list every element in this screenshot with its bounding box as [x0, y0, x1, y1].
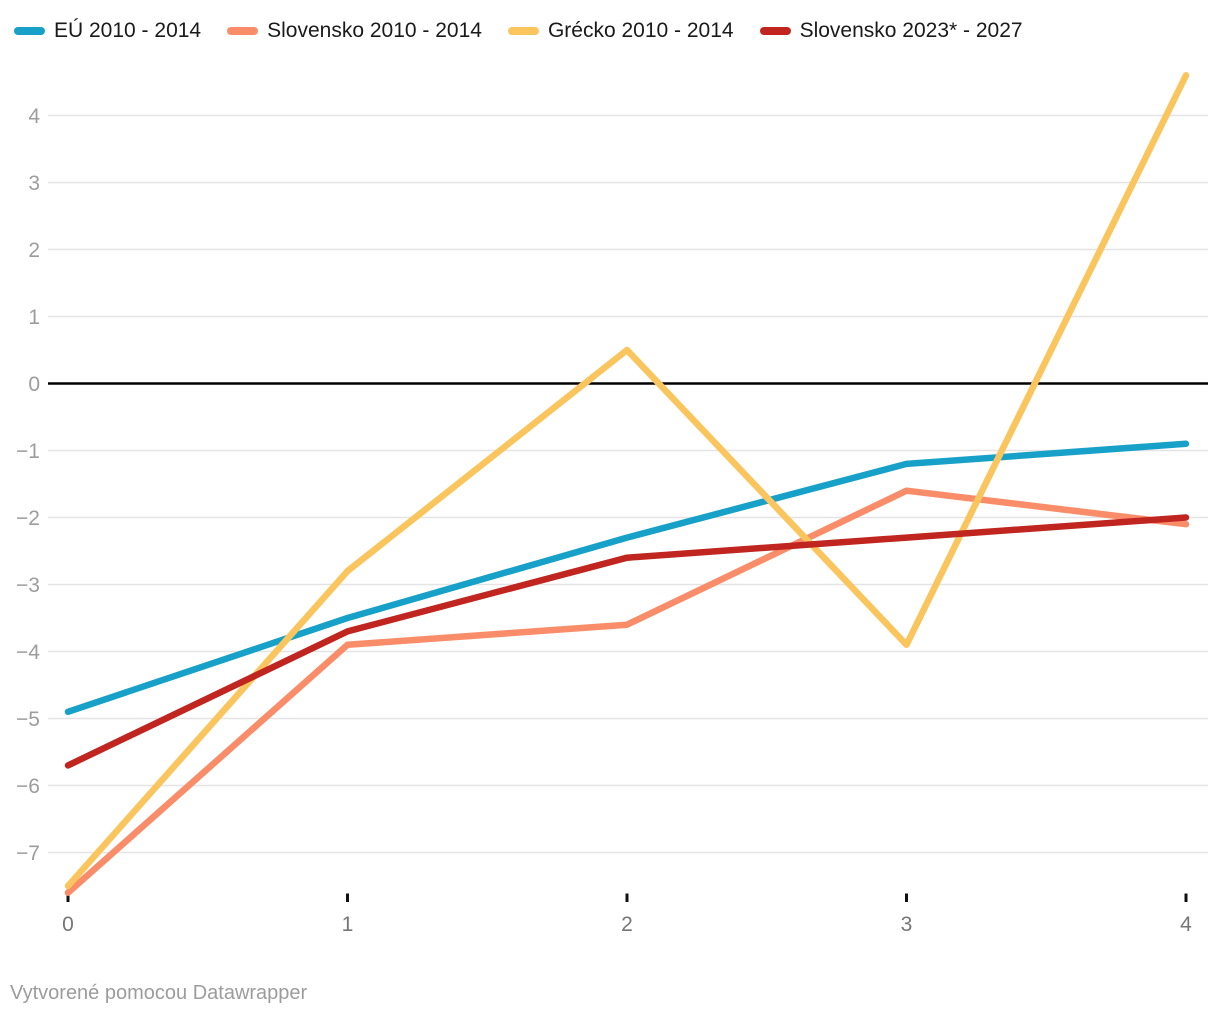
y-tick-label: −3 [16, 574, 40, 597]
x-axis: 0 1 2 3 4 [62, 893, 1192, 936]
y-axis-labels: 4 3 2 1 0 −1 −2 −3 −4 −5 −6 −7 [16, 105, 40, 865]
y-tick-label: 3 [28, 172, 40, 195]
x-tick-label: 3 [901, 913, 913, 936]
legend-label: EÚ 2010 - 2014 [54, 19, 202, 42]
legend-label: Grécko 2010 - 2014 [547, 19, 734, 42]
legend-swatch-grecko-2010-2014 [507, 27, 539, 35]
series-line-slovensko-2010-2014 [64, 487, 1190, 896]
y-tick-label: −7 [16, 842, 40, 865]
y-tick-label: 1 [28, 306, 40, 329]
legend-item-slovensko-2010-2014: Slovensko 2010 - 2014 [227, 19, 482, 43]
y-tick-label: 2 [28, 239, 40, 262]
series-line-eu-2010-2014 [64, 440, 1190, 716]
x-tick-label: 4 [1180, 913, 1192, 936]
legend-swatch-slovensko-2010-2014 [227, 27, 259, 35]
legend-label: Slovensko 2023* - 2027 [799, 19, 1023, 42]
datawrapper-attribution-link[interactable]: Vytvorené pomocou Datawrapper [10, 982, 308, 1004]
legend-swatch-eu-2010-2014 [14, 27, 45, 35]
y-tick-label: 4 [28, 105, 40, 128]
legend-item-slovensko-2023-2027: Slovensko 2023* - 2027 [759, 19, 1023, 43]
series-line-grecko-2010-2014 [64, 72, 1190, 890]
y-tick-label: 0 [28, 373, 40, 396]
y-tick-label: −6 [16, 775, 40, 798]
series-line-slovensko-2023-2027 [64, 514, 1190, 769]
y-tick-label: −4 [16, 641, 40, 664]
x-tick-label: 0 [62, 913, 74, 936]
legend-swatch-slovensko-2023-2027 [759, 27, 791, 35]
legend-label: Slovensko 2010 - 2014 [267, 19, 482, 42]
y-tick-label: −1 [16, 440, 40, 463]
gridlines [48, 114, 1208, 854]
chart-legend: EÚ 2010 - 2014 Slovensko 2010 - 2014 Gréck… [14, 19, 1023, 43]
legend-item-grecko-2010-2014: Grécko 2010 - 2014 [507, 19, 734, 43]
y-tick-label: −2 [16, 507, 40, 530]
legend-item-eu-2010-2014: EÚ 2010 - 2014 [14, 19, 201, 43]
x-tick-label: 2 [621, 913, 633, 936]
x-tick-label: 1 [342, 913, 354, 936]
y-tick-label: −5 [16, 708, 40, 731]
